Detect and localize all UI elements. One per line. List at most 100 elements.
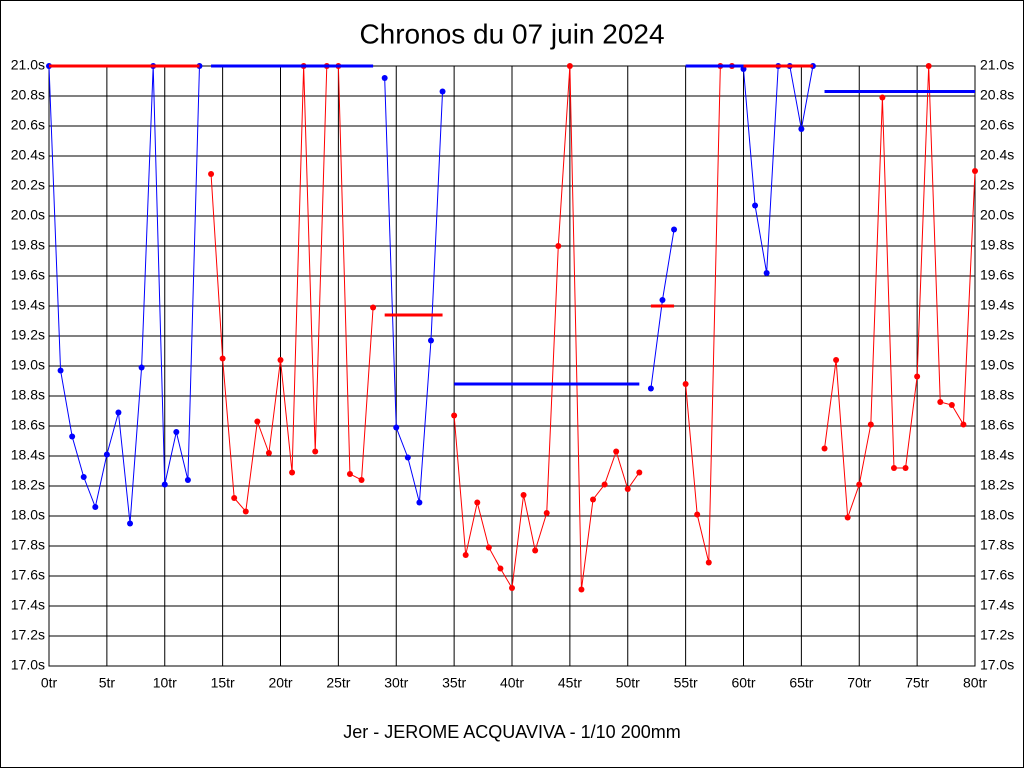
series-line	[384, 77, 444, 503]
x-tick-label: 45tr	[558, 675, 582, 691]
x-tick-label: 10tr	[153, 675, 177, 691]
y-tick-label: 20.2s	[11, 177, 45, 193]
x-tick-label: 5tr	[99, 675, 116, 691]
y-tick-label: 17.0s	[11, 657, 45, 673]
y2-tick-label: 17.4s	[980, 597, 1014, 613]
data-point	[682, 381, 689, 387]
data-point	[590, 496, 597, 503]
y2-tick-label: 19.4s	[980, 297, 1014, 313]
data-point	[520, 492, 527, 498]
y2-tick-label: 20.2s	[980, 177, 1014, 193]
chart-title: Chronos du 07 juin 2024	[359, 18, 664, 49]
data-point	[474, 499, 481, 506]
data-point	[451, 412, 458, 419]
data-point	[103, 451, 110, 458]
data-point	[69, 433, 76, 440]
data-point	[659, 297, 666, 303]
data-point	[844, 514, 851, 521]
y-tick-label: 19.0s	[11, 357, 45, 373]
data-point	[312, 448, 319, 455]
data-point	[242, 508, 249, 515]
y2-tick-label: 18.2s	[980, 477, 1014, 493]
data-point	[161, 481, 168, 488]
y-tick-label: 20.6s	[11, 117, 45, 133]
y-tick-label: 17.4s	[11, 597, 45, 613]
x-tick-label: 50tr	[616, 675, 640, 691]
data-point	[624, 486, 631, 492]
data-point	[902, 465, 909, 471]
y2-tick-label: 19.6s	[980, 267, 1014, 283]
y2-tick-label: 17.0s	[980, 657, 1014, 673]
data-point	[555, 243, 562, 249]
data-point	[254, 418, 261, 425]
data-point	[798, 126, 805, 132]
data-point	[138, 364, 145, 371]
data-point	[127, 520, 134, 527]
y-tick-label: 19.2s	[11, 327, 45, 343]
data-point	[497, 565, 504, 572]
data-point	[277, 357, 284, 363]
data-point	[393, 424, 400, 431]
y2-tick-label: 18.8s	[980, 387, 1014, 403]
y-tick-label: 19.8s	[11, 237, 45, 253]
data-point	[601, 481, 608, 488]
y2-tick-label: 17.8s	[980, 537, 1014, 553]
data-point	[833, 357, 840, 363]
data-point	[485, 544, 492, 551]
data-point	[867, 421, 874, 428]
data-point	[671, 226, 678, 233]
data-point	[509, 585, 515, 591]
y2-tick-label: 18.0s	[980, 507, 1014, 523]
data-point	[613, 448, 620, 455]
data-point	[763, 270, 770, 276]
x-tick-label: 0tr	[41, 675, 58, 691]
x-tick-label: 20tr	[268, 675, 292, 691]
y2-tick-label: 19.0s	[980, 357, 1014, 373]
data-point	[57, 367, 64, 374]
data-point	[404, 454, 411, 461]
x-tick-label: 60tr	[731, 675, 755, 691]
data-point	[346, 471, 353, 477]
data-point	[752, 202, 759, 209]
data-point	[972, 168, 978, 174]
data-point	[173, 429, 180, 435]
y-tick-label: 21.0s	[11, 57, 45, 73]
y2-tick-label: 20.0s	[980, 207, 1014, 223]
data-point	[890, 465, 897, 471]
y-tick-label: 20.0s	[11, 207, 45, 223]
data-point	[543, 510, 550, 516]
data-point	[925, 63, 932, 69]
x-tick-label: 80tr	[963, 675, 987, 691]
y-tick-label: 19.6s	[11, 267, 45, 283]
y2-tick-label: 19.2s	[980, 327, 1014, 343]
data-point	[856, 481, 863, 488]
data-point	[532, 547, 539, 554]
data-point	[462, 552, 469, 558]
x-tick-label: 75tr	[905, 675, 929, 691]
chart-subtitle: Jer - JEROME ACQUAVIVA - 1/10 200mm	[343, 722, 680, 742]
data-point	[219, 355, 226, 362]
data-point	[879, 94, 886, 101]
x-tick-label: 40tr	[500, 675, 524, 691]
data-point	[427, 337, 434, 344]
x-tick-label: 65tr	[789, 675, 813, 691]
y-tick-label: 17.2s	[11, 627, 45, 643]
data-point	[80, 474, 87, 480]
data-point	[184, 477, 191, 483]
x-tick-label: 55tr	[674, 675, 698, 691]
data-point	[948, 402, 955, 408]
data-point	[416, 499, 423, 506]
y-tick-label: 20.4s	[11, 147, 45, 163]
data-point	[821, 445, 828, 452]
y2-tick-label: 20.8s	[980, 87, 1014, 103]
data-point	[578, 586, 585, 593]
y2-tick-label: 18.6s	[980, 417, 1014, 433]
y-tick-label: 20.8s	[11, 87, 45, 103]
data-point	[636, 469, 643, 476]
data-point	[92, 504, 99, 510]
data-point	[265, 450, 272, 456]
y2-tick-label: 20.4s	[980, 147, 1014, 163]
data-point	[960, 421, 967, 428]
data-point	[358, 477, 365, 483]
